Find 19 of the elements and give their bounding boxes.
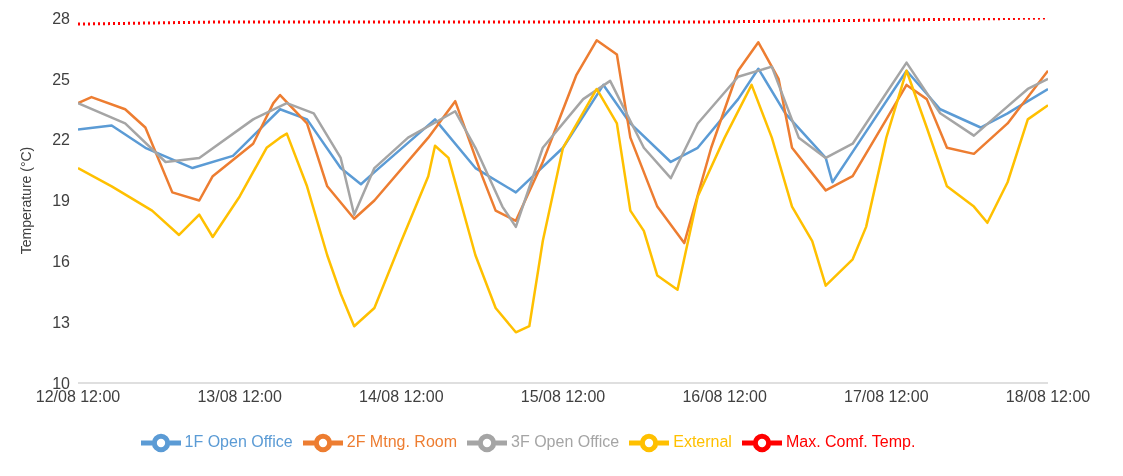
legend-label: 1F Open Office (184, 433, 293, 451)
x-tick-label: 12/08 12:00 (35, 388, 121, 406)
x-tick-label: 14/08 12:00 (359, 388, 444, 406)
x-tick-label: 16/08 12:00 (682, 388, 768, 406)
legend-label: 3F Open Office (511, 433, 620, 451)
x-tick-label: 13/08 12:00 (197, 388, 283, 406)
y-tick-label: 16 (52, 253, 71, 271)
y-axis-title: Temperature (°C) (17, 146, 34, 255)
legend-label: External (673, 433, 732, 451)
y-tick-label: 13 (52, 313, 71, 331)
y-tick-label: 28 (52, 9, 71, 27)
y-tick-label: 19 (52, 192, 71, 210)
x-tick-label: 17/08 12:00 (844, 388, 929, 406)
y-tick-label: 22 (52, 131, 71, 149)
legend-label: Max. Comf. Temp. (785, 433, 916, 451)
x-tick-label: 15/08 12:00 (520, 388, 606, 406)
legend-label: 2F Mtng. Room (346, 433, 458, 451)
y-tick-label: 25 (52, 70, 71, 88)
x-tick-label: 18/08 12:00 (1005, 388, 1091, 406)
